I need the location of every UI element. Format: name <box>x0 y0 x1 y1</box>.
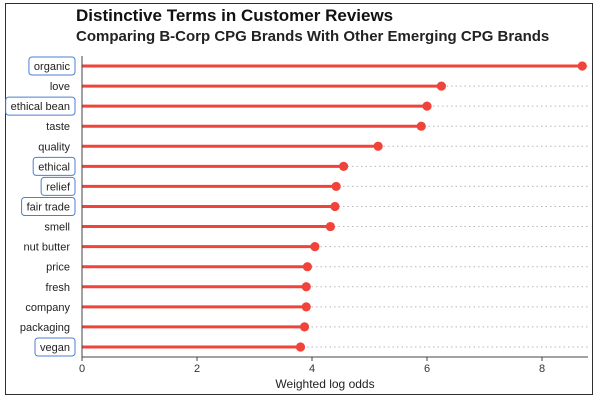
point-quality <box>373 141 383 151</box>
y-label-relief: relief <box>46 181 71 193</box>
highlight-box-vegan <box>34 337 76 357</box>
chart-subtitle: Comparing B-Corp CPG Brands With Other E… <box>76 28 550 45</box>
point-taste <box>416 121 426 131</box>
y-label-packaging: packaging <box>20 322 70 334</box>
point-organic <box>577 61 587 71</box>
y-label-fresh: fresh <box>46 282 70 294</box>
point-company <box>301 302 311 312</box>
y-label-fair-trade: fair trade <box>27 201 70 213</box>
y-labels-layer: organic love ethical bean taste quality ethic… <box>5 56 76 357</box>
chart-title: Distinctive Terms in Customer Reviews <box>76 6 394 25</box>
point-smell <box>325 221 335 232</box>
point-fresh <box>301 282 311 292</box>
x-tick-label-8: 8 <box>539 363 545 375</box>
point-ethical <box>339 161 349 171</box>
x-tick-label-6: 6 <box>424 363 430 375</box>
point-ethical-bean <box>422 101 432 111</box>
y-label-nut-butter: nut butter <box>24 242 71 254</box>
y-label-love: love <box>50 81 70 93</box>
highlight-box-ethical <box>32 156 76 176</box>
y-label-ethical-bean: ethical bean <box>11 101 70 113</box>
x-tick-label-4: 4 <box>309 363 315 375</box>
highlight-box-relief <box>40 176 76 196</box>
point-relief <box>331 181 341 192</box>
x-tick-label-2: 2 <box>194 363 200 375</box>
point-fair-trade <box>330 201 340 212</box>
highlight-box-ethical-bean <box>5 96 76 116</box>
y-label-ethical: ethical <box>38 161 70 173</box>
marks-layer <box>82 61 587 352</box>
y-label-quality: quality <box>38 141 70 153</box>
point-love <box>436 81 446 91</box>
y-label-smell: smell <box>44 222 70 234</box>
point-vegan <box>295 342 306 352</box>
highlight-box-organic <box>28 56 76 76</box>
point-packaging <box>299 322 310 332</box>
y-label-price: price <box>46 262 70 274</box>
y-label-taste: taste <box>46 121 70 133</box>
point-price <box>302 262 312 272</box>
y-label-company: company <box>25 302 70 314</box>
y-label-vegan: vegan <box>40 342 70 354</box>
y-label-organic: organic <box>34 61 71 73</box>
point-nut-butter <box>310 242 320 252</box>
chart-frame <box>5 3 593 395</box>
x-ticks-layer: 0 2 4 6 8 <box>79 356 545 375</box>
x-axis-label: Weighted log odds <box>275 377 374 391</box>
highlight-box-fair-trade <box>21 196 76 216</box>
x-tick-label-0: 0 <box>79 363 85 375</box>
